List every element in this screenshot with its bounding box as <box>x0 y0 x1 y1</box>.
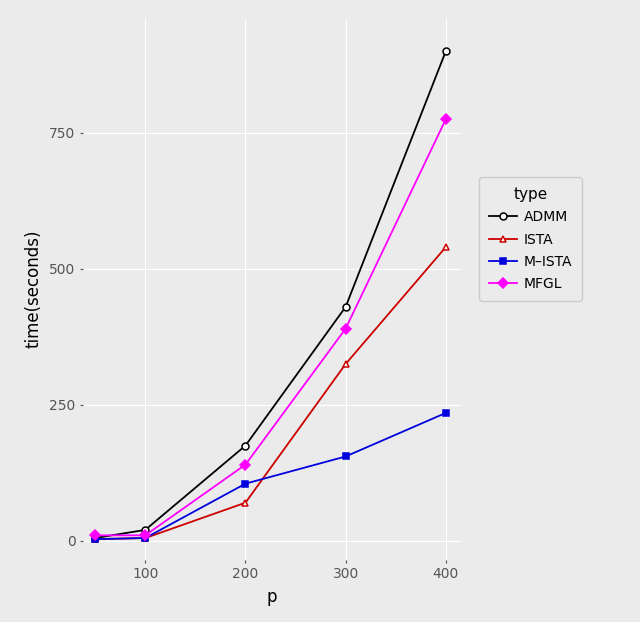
X-axis label: p: p <box>267 588 277 606</box>
Legend: ADMM, ISTA, M–ISTA, MFGL: ADMM, ISTA, M–ISTA, MFGL <box>479 177 582 301</box>
Y-axis label: time(seconds): time(seconds) <box>24 230 42 348</box>
